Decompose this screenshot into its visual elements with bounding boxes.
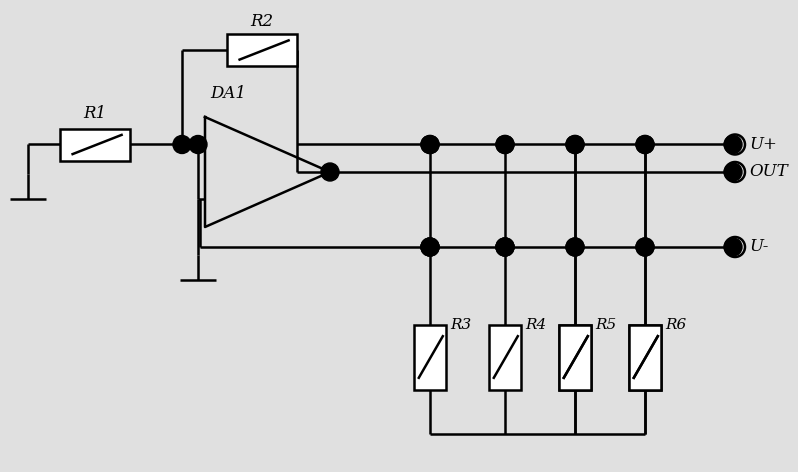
Circle shape (636, 238, 654, 256)
Bar (227, 34, 297, 66)
Bar (60, 128, 130, 160)
Text: OUT: OUT (749, 163, 788, 180)
Circle shape (496, 135, 514, 153)
Text: R4: R4 (525, 318, 547, 332)
Bar (559, 324, 591, 389)
Text: R3: R3 (450, 318, 472, 332)
Circle shape (636, 238, 654, 256)
Circle shape (496, 238, 514, 256)
Circle shape (421, 238, 439, 256)
Text: R2: R2 (251, 13, 274, 30)
Bar (489, 324, 521, 389)
Circle shape (173, 135, 191, 153)
Circle shape (566, 135, 584, 153)
Bar (559, 324, 591, 389)
Circle shape (496, 135, 514, 153)
Circle shape (724, 238, 742, 256)
Circle shape (189, 135, 207, 153)
Bar (629, 324, 661, 389)
Text: DA1: DA1 (210, 85, 246, 102)
Circle shape (421, 238, 439, 256)
Circle shape (421, 135, 439, 153)
Circle shape (321, 163, 339, 181)
Circle shape (636, 135, 654, 153)
Text: R1: R1 (84, 106, 107, 123)
Circle shape (724, 135, 742, 153)
Text: R6: R6 (665, 318, 686, 332)
Bar (414, 324, 446, 389)
Circle shape (724, 163, 742, 181)
Circle shape (636, 135, 654, 153)
Bar (629, 324, 661, 389)
Circle shape (421, 135, 439, 153)
Text: U+: U+ (749, 136, 777, 153)
Text: R5: R5 (595, 318, 616, 332)
Circle shape (566, 238, 584, 256)
Circle shape (496, 238, 514, 256)
Circle shape (421, 238, 439, 256)
Circle shape (496, 238, 514, 256)
Circle shape (566, 135, 584, 153)
Circle shape (566, 238, 584, 256)
Text: U-: U- (749, 238, 768, 255)
